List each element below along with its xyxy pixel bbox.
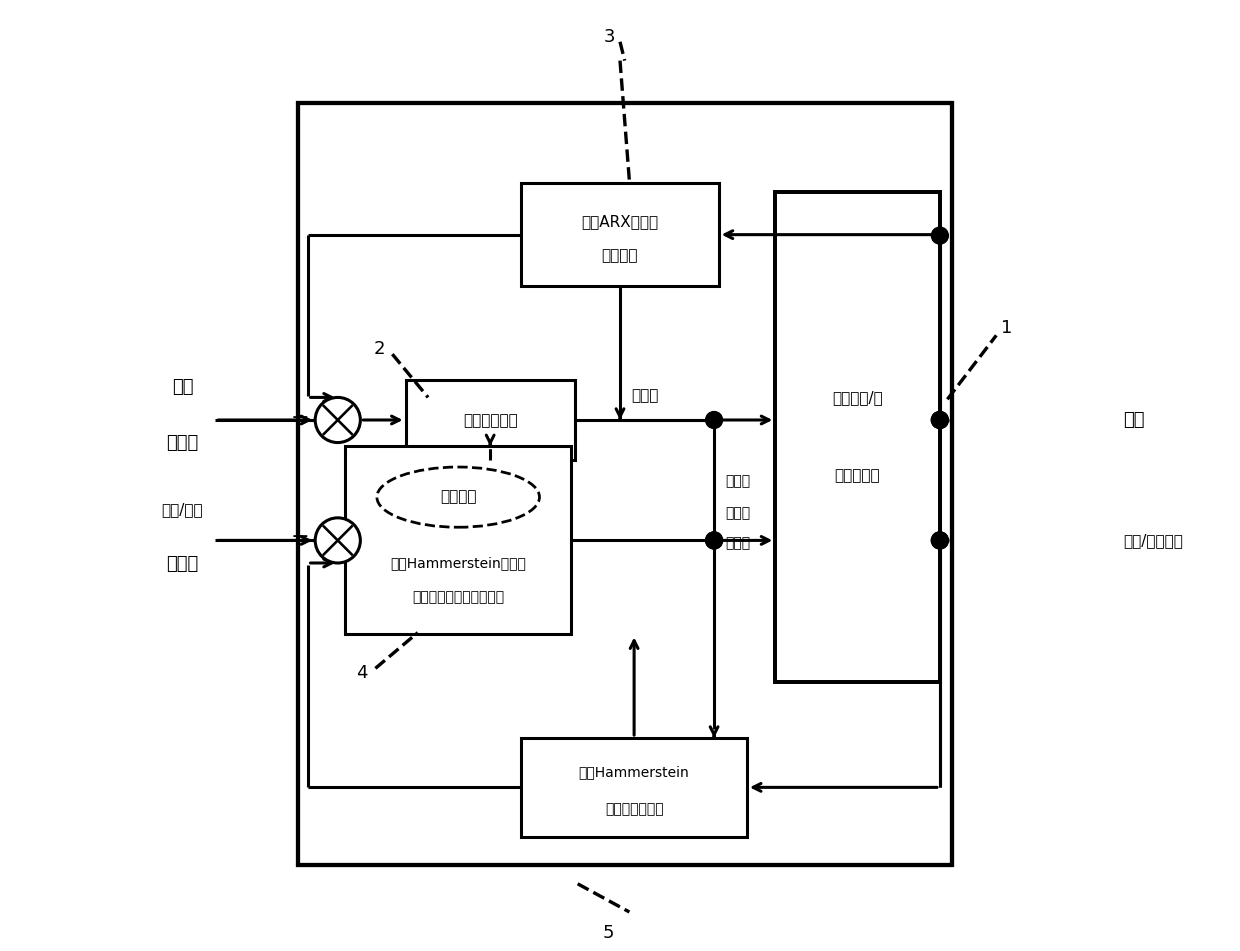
Text: 转速: 转速 (172, 378, 193, 397)
Text: 电联供系统: 电联供系统 (835, 469, 880, 483)
Text: 1: 1 (1001, 319, 1012, 337)
Text: 冷水/热水温度: 冷水/热水温度 (1123, 533, 1183, 548)
Text: 模型的反馈校正: 模型的反馈校正 (605, 802, 663, 816)
Text: 燃料量: 燃料量 (631, 388, 658, 403)
Text: 基于Hammerstein模型的: 基于Hammerstein模型的 (391, 556, 526, 570)
Text: 路阀阀: 路阀阀 (725, 506, 750, 519)
Text: 门开度: 门开度 (725, 535, 750, 550)
Bar (405, 380, 575, 460)
Bar (775, 192, 940, 682)
Text: 基于Hammerstein: 基于Hammerstein (579, 766, 689, 780)
Text: 转速: 转速 (1123, 411, 1145, 429)
Bar (345, 446, 572, 634)
Circle shape (315, 518, 361, 563)
Circle shape (931, 532, 949, 549)
Text: 4: 4 (356, 664, 368, 682)
Bar (521, 183, 719, 286)
Text: 基于ARX模型的: 基于ARX模型的 (582, 214, 658, 228)
Bar (299, 103, 952, 865)
Text: 设定値: 设定値 (166, 554, 198, 573)
Text: 冷水/热水: 冷水/热水 (161, 502, 203, 517)
Text: 2: 2 (373, 340, 384, 359)
Text: 3: 3 (604, 29, 615, 46)
Circle shape (706, 412, 723, 429)
Text: 预测模型: 预测模型 (440, 490, 476, 505)
Circle shape (706, 532, 723, 549)
Text: 烟气旁: 烟气旁 (725, 475, 750, 489)
Text: 广义预测控制: 广义预测控制 (463, 413, 517, 428)
Circle shape (315, 398, 361, 442)
Text: −: − (291, 408, 310, 428)
Text: 非线性广义预测解耦控制: 非线性广义预测解耦控制 (412, 590, 505, 604)
Text: 设定値: 设定値 (166, 434, 198, 452)
Text: 微燃机冷/热: 微燃机冷/热 (832, 390, 883, 405)
Text: −: − (291, 527, 310, 547)
Circle shape (931, 412, 949, 429)
Circle shape (931, 532, 949, 549)
Circle shape (706, 532, 723, 549)
Circle shape (931, 227, 949, 244)
Text: 5: 5 (603, 924, 614, 942)
Ellipse shape (377, 467, 539, 527)
Bar (521, 738, 746, 837)
Text: 反馈校正: 反馈校正 (601, 248, 639, 262)
Circle shape (931, 412, 949, 429)
